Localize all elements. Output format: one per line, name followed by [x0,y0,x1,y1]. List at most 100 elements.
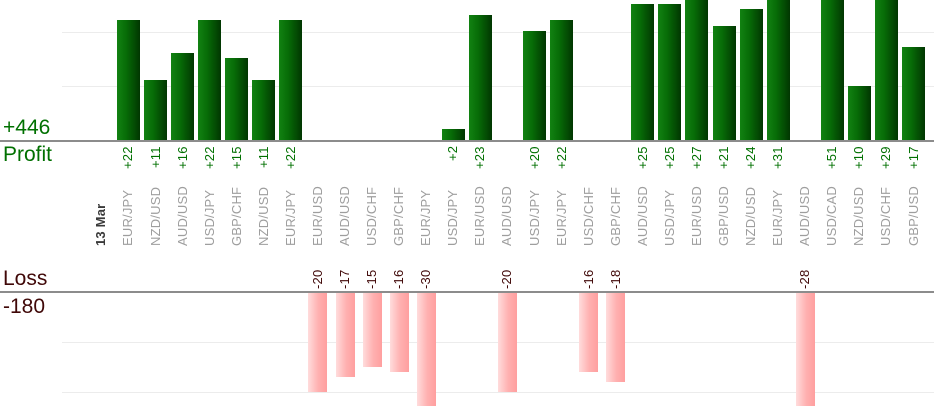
profit-bar [739,9,763,140]
loss-bar [579,293,599,373]
profit-value-label: +22 [201,146,217,169]
loss-bar [362,293,382,368]
pair-label: GBP/CHF [228,186,244,246]
loss-bar [389,293,409,373]
pair-label: AUD/USD [797,186,813,246]
profit-bar [225,58,249,140]
profit-value-label: +21 [716,146,731,169]
date-label: 13 Mar [93,203,109,246]
pair-label: AUD/USD [174,186,190,246]
profit-value-label: +22 [553,146,569,169]
loss-bar [335,293,355,378]
pair-label: NZD/USD [743,186,759,246]
pair-label: GBP/USD [905,186,921,246]
profit-value-label: +24 [743,146,759,169]
profit-value-label: +51 [824,146,840,169]
profit-bar [171,52,195,140]
loss-value-label: -15 [364,269,380,289]
profit-value-label: +10 [851,146,867,169]
pair-label: EUR/JPY [770,189,786,246]
loss-value-label: -16 [391,269,407,289]
pair-label: EUR/JPY [418,189,434,246]
pair-label: GBP/CHF [391,186,407,246]
profit-value-label: +29 [878,146,894,169]
profit-value-label: +27 [688,146,704,169]
profit-bar [468,14,492,140]
loss-total: -180 [3,295,46,318]
profit-value-label: +16 [174,146,190,169]
profit-bar [116,20,140,140]
loss-bar [416,293,436,406]
profit-bar [766,0,790,140]
loss-value-label: -20 [499,269,515,289]
profit-bar [685,0,709,140]
profit-bar [902,47,925,140]
loss-value-label: -16 [580,269,596,289]
profit-value-label: +22 [282,146,298,169]
pair-label: USD/CHF [364,186,380,246]
profit-value-label: +22 [120,146,136,169]
loss-value-label: -18 [607,269,623,289]
pair-label: NZD/USD [255,186,271,246]
profit-bar [658,3,682,140]
profit-bar [144,80,168,140]
profit-bar [874,0,898,140]
pair-label: USD/CHF [580,186,596,246]
profit-value-label: +31 [770,146,786,169]
profit-value-label: +15 [228,146,244,169]
profit-bar [441,129,465,140]
loss-bar [606,293,626,383]
profit-bar [820,0,844,140]
profit-value-label: +25 [634,146,650,169]
profit-bar [523,31,547,140]
pair-label: USD/CAD [824,186,840,246]
loss-gridline-20 [62,392,934,393]
pair-label: USD/JPY [526,189,542,246]
profit-value-label: +11 [255,146,271,168]
pair-label: NZD/USD [851,186,867,246]
loss-value-label: -30 [418,269,434,289]
pair-label: EUR/JPY [553,189,569,246]
profit-bar [279,20,303,140]
profit-value-label: +11 [147,146,163,168]
loss-axis-line [0,291,934,293]
profit-value-label: +20 [526,146,542,169]
pair-label: EUR/USD [688,186,704,246]
pair-label: EUR/JPY [282,189,298,246]
profit-gridline-20 [62,32,934,33]
profit-value-label: +17 [905,146,921,169]
pair-label: GBP/USD [716,186,731,246]
loss-axis-title: Loss [3,267,48,290]
loss-value-label: -28 [797,269,813,289]
profit-bar [847,85,871,140]
loss-value-label: -20 [309,269,325,289]
profit-gridline-10 [62,86,934,87]
loss-bar [795,293,815,406]
profit-axis-title: Profit [3,143,53,166]
loss-bar [497,293,517,392]
pair-label: AUD/USD [634,186,650,246]
profit-bar [252,80,276,140]
profit-value-label: +25 [661,146,677,169]
pair-label: EUR/USD [472,186,488,246]
loss-bar [308,293,328,392]
profit-value-label: +23 [472,146,488,169]
pair-label: USD/JPY [201,189,217,246]
loss-value-label: -17 [337,269,353,289]
pair-label: USD/CHF [878,186,894,246]
profit-bar [198,20,222,140]
pair-label: EUR/JPY [120,189,136,246]
pair-label: USD/JPY [661,189,677,246]
profit-bar [550,20,574,140]
pair-label: EUR/USD [309,186,325,246]
pair-label: NZD/USD [147,186,163,246]
profit-value-label: +2 [445,146,461,162]
profit-axis-line [0,140,934,142]
pair-label: USD/JPY [445,189,461,246]
pair-label: AUD/USD [337,186,353,246]
profit-bar [631,3,655,140]
profit-bar [712,25,736,140]
profit-total: +446 [3,116,51,139]
pair-label: GBP/CHF [607,186,623,246]
